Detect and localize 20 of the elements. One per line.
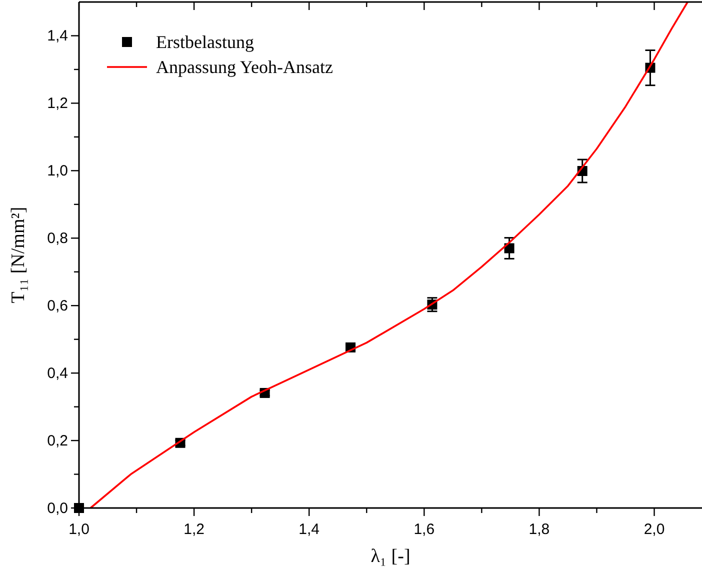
legend-label: Anpassung Yeoh-Ansatz — [156, 57, 334, 77]
x-tick-label: 1,8 — [528, 521, 550, 538]
x-tick-label: 2,0 — [644, 521, 665, 538]
y-tick-label: 0,4 — [47, 365, 68, 382]
y-axis-title: T₁₁ [N/mm²] — [8, 206, 29, 304]
x-tick-label: 1,4 — [298, 521, 320, 538]
y-tick-label: 1,2 — [47, 95, 68, 112]
y-tick-label: 0,6 — [47, 298, 68, 315]
y-tick-label: 0,2 — [47, 432, 68, 450]
x-axis-title: λ₁ [-] — [370, 546, 410, 567]
legend-label: Erstbelastung — [156, 32, 254, 52]
y-tick-label: 0,0 — [47, 500, 68, 517]
y-tick-label: 1,0 — [47, 162, 68, 180]
x-tick-label: 1,2 — [184, 521, 204, 538]
x-tick-label: 1,6 — [414, 521, 435, 538]
y-tick-label: 1,4 — [47, 28, 68, 45]
line-series — [90, 1, 689, 509]
y-tick-label: 0,8 — [47, 230, 68, 248]
x-tick-label: 1,0 — [68, 521, 90, 538]
point — [504, 243, 514, 254]
